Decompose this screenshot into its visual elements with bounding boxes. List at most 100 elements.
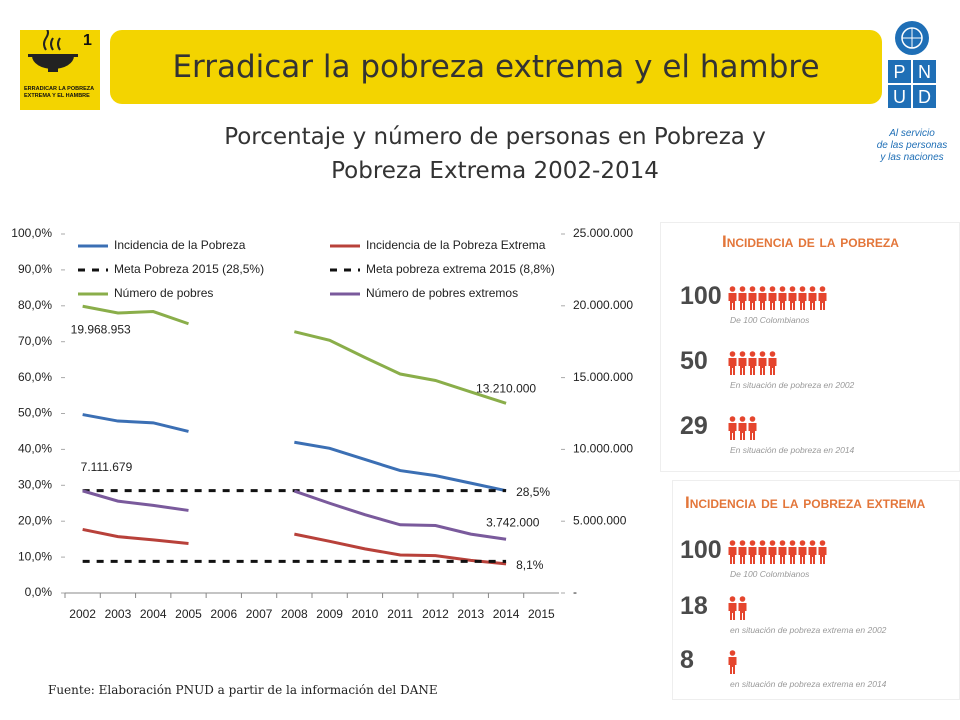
- item-caption: En situación de pobreza en 2002: [730, 380, 855, 390]
- y2-tick-label: 20.000.000: [573, 298, 633, 312]
- pictogram: [728, 416, 758, 442]
- legend-label: Incidencia de la Pobreza Extrema: [366, 238, 546, 252]
- x-tick-label: 2015: [528, 607, 555, 621]
- person-icon: [808, 286, 817, 310]
- y2-tick-label: 10.000.000: [573, 442, 633, 456]
- source-note: Fuente: Elaboración PNUD a partir de la …: [48, 683, 438, 697]
- person-icon: [748, 416, 757, 440]
- chart: 0,0% 10,0% 20,0% 30,0% 40,0% 50,0% 60,0% 70,0% 8…: [11, 226, 633, 621]
- person-icon: [738, 416, 747, 440]
- pnud-mark: P N U D: [888, 21, 936, 108]
- person-icon: [768, 286, 777, 310]
- person-icon: [818, 286, 827, 310]
- person-icon: [738, 351, 747, 375]
- person-icon: [728, 540, 737, 564]
- legend-label: Número de pobres: [114, 286, 213, 300]
- person-icon: [728, 351, 737, 375]
- title-bar: Erradicar la pobreza extrema y el hambre: [110, 30, 882, 104]
- person-icon: [728, 416, 737, 440]
- y2-tick-label: 25.000.000: [573, 226, 633, 240]
- x-tick-label: 2008: [281, 607, 308, 621]
- data-label: 7.111.679: [81, 460, 133, 474]
- legend-label: Número de pobres extremos: [366, 286, 518, 300]
- y-tick-label: 20,0%: [18, 513, 52, 527]
- legend-label: Meta Pobreza 2015 (28,5%): [114, 262, 264, 276]
- person-icon: [798, 540, 807, 564]
- x-tick-label: 2006: [210, 607, 237, 621]
- y2-tick-label: 15.000.000: [573, 370, 633, 384]
- pictogram: [728, 286, 828, 312]
- person-icon: [738, 540, 747, 564]
- data-label: 19.968.953: [71, 322, 131, 336]
- person-icon: [778, 286, 787, 310]
- x-tick-label: 2007: [246, 607, 273, 621]
- pictogram: [728, 596, 748, 622]
- person-icon: [788, 286, 797, 310]
- person-icon: [788, 540, 797, 564]
- series-line: [82, 413, 189, 433]
- y-tick-label: 10,0%: [18, 549, 52, 563]
- bowl-icon: [28, 30, 78, 72]
- y-tick-label: 80,0%: [18, 298, 52, 312]
- y-tick-label: 40,0%: [18, 442, 52, 456]
- pnud-letter: P: [893, 62, 905, 82]
- person-icon: [748, 351, 757, 375]
- goal-label: ERRADICAR LA POBREZA EXTREMA Y EL HAMBRE: [24, 86, 94, 99]
- item-number: 29: [680, 412, 708, 440]
- data-label: 28,5%: [516, 485, 550, 499]
- series-line: [82, 304, 189, 326]
- goal-number: 1: [83, 32, 92, 49]
- item-number: 8: [680, 646, 694, 674]
- legend-label: Incidencia de la Pobreza: [114, 238, 246, 252]
- item-number: 100: [680, 536, 722, 564]
- person-icon: [758, 351, 767, 375]
- x-tick-label: 2011: [387, 607, 413, 621]
- y-tick-label: 30,0%: [18, 477, 52, 491]
- item-caption: De 100 Colombianos: [730, 569, 810, 579]
- y2-tick-label: -: [573, 585, 577, 599]
- item-caption: De 100 Colombianos: [730, 315, 810, 325]
- x-tick-label: 2009: [316, 607, 343, 621]
- y-tick-label: 100,0%: [11, 226, 52, 240]
- pictogram: [728, 351, 778, 377]
- person-icon: [818, 540, 827, 564]
- x-tick-label: 2003: [105, 607, 132, 621]
- person-icon: [748, 286, 757, 310]
- series-line: [82, 489, 189, 512]
- series-line: [293, 489, 507, 541]
- item-number: 100: [680, 282, 722, 310]
- person-icon: [728, 596, 737, 620]
- y-tick-label: 90,0%: [18, 262, 52, 276]
- data-label: 3.742.000: [486, 515, 540, 529]
- infographic-panel: [672, 480, 960, 700]
- x-tick-label: 2005: [175, 607, 202, 621]
- person-icon: [728, 286, 737, 310]
- section-heading: Incidencia de la pobreza extrema: [685, 493, 926, 512]
- y-tick-label: 70,0%: [18, 334, 52, 348]
- pnud-letter: D: [918, 87, 931, 107]
- pnud-tagline: Al servicio de las personas y las nacion…: [872, 128, 952, 164]
- data-label: 13.210.000: [476, 381, 536, 395]
- section-heading: Incidencia de la pobreza: [722, 232, 899, 251]
- x-tick-label: 2010: [352, 607, 379, 621]
- pnud-letter: N: [918, 62, 931, 82]
- legend-label: Meta pobreza extrema 2015 (8,8%): [366, 262, 555, 276]
- series-line: [294, 532, 507, 566]
- item-caption: En situación de pobreza en 2014: [730, 445, 855, 455]
- y-tick-label: 60,0%: [18, 370, 52, 384]
- chart-title: Porcentaje y número de personas en Pobre…: [224, 124, 766, 184]
- person-icon: [778, 540, 787, 564]
- item-caption: en situación de pobreza extrema en 2002: [730, 625, 887, 635]
- series-line: [82, 527, 189, 545]
- x-tick-label: 2013: [457, 607, 484, 621]
- tagline-line: y las naciones: [880, 152, 944, 163]
- y-tick-label: 0,0%: [25, 585, 53, 599]
- pictogram: [728, 650, 738, 676]
- goal-logo: 1 ERRADICAR LA POBREZA EXTREMA Y EL HAMB…: [20, 30, 100, 110]
- person-icon: [748, 540, 757, 564]
- item-caption: en situación de pobreza extrema en 2014: [730, 679, 887, 689]
- data-label: 8,1%: [516, 558, 544, 572]
- person-icon: [758, 286, 767, 310]
- series-line: [294, 440, 507, 493]
